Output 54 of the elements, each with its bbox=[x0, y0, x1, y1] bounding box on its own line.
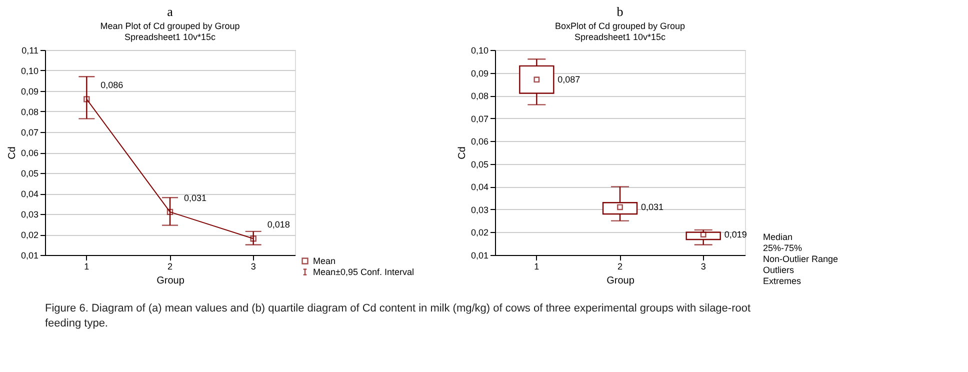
y-tick-label: 0,05 bbox=[20, 168, 38, 178]
y-tick-label: 0,01 bbox=[20, 250, 38, 260]
x-tick-label: 2 bbox=[617, 262, 623, 272]
y-tick-label: 0,06 bbox=[470, 136, 488, 147]
chart-title: a bbox=[167, 4, 174, 19]
chart-title: b bbox=[616, 4, 624, 19]
annotation: 0,031 bbox=[641, 202, 664, 212]
x-tick-label: 1 bbox=[84, 262, 90, 272]
x-tick-label: 2 bbox=[167, 262, 173, 272]
y-tick-label: 0,09 bbox=[470, 68, 488, 78]
chart-subtitle: BoxPlot of Cd grouped by Group bbox=[554, 21, 686, 31]
y-tick-label: 0,11 bbox=[22, 46, 38, 56]
y-tick-label: 0,03 bbox=[470, 204, 488, 215]
y-tick-label: 0,06 bbox=[20, 148, 38, 158]
legend-label: Mean bbox=[313, 256, 336, 266]
y-tick-label: 0,07 bbox=[470, 114, 488, 124]
text: Spreadsheet1 10v*15c bbox=[574, 32, 666, 42]
y-tick-label: 0,02 bbox=[20, 230, 38, 240]
y-tick-label: 0,05 bbox=[470, 159, 488, 170]
text: 25%-75% bbox=[763, 243, 802, 253]
caption: Figure 6. Diagram of (a) mean values and (b) quartile diagram of Cd content in milk (mg/kg) of cows of three experimental groups with silage-root feeding type. bbox=[45, 302, 751, 330]
text: Median bbox=[763, 232, 793, 242]
y-tick-label: 0,09 bbox=[20, 86, 38, 96]
y-tick-label: 0,04 bbox=[470, 182, 488, 192]
y-axis-title: Cd bbox=[456, 146, 468, 160]
x-tick-label: 1 bbox=[534, 262, 540, 272]
data-label: 0,086 bbox=[100, 80, 124, 90]
y-tick-label: 0,03 bbox=[20, 210, 38, 220]
annotation: 0,019 bbox=[724, 230, 747, 240]
x-axis-title: Group bbox=[156, 276, 185, 286]
y-tick-label: 0,08 bbox=[470, 91, 488, 102]
x-axis-title: Group bbox=[606, 276, 635, 286]
chart-subtitle: Mean Plot of Cd grouped by Group bbox=[100, 21, 240, 31]
y-tick-label: 0,08 bbox=[20, 107, 38, 117]
text: Non-Outlier Range bbox=[763, 254, 838, 264]
point bbox=[84, 96, 90, 102]
y-tick-label: 0,04 bbox=[20, 189, 38, 199]
y-tick-label: 0,01 bbox=[470, 250, 488, 260]
x-tick-label: 3 bbox=[250, 262, 256, 272]
point bbox=[250, 236, 256, 242]
text: Mean±0,95 Conf. Interval bbox=[313, 267, 414, 277]
text: Outliers bbox=[763, 265, 795, 275]
y-axis-title: Cd bbox=[6, 146, 18, 160]
y-tick-label: 0,10 bbox=[20, 66, 38, 76]
y-tick-label: 0,10 bbox=[470, 46, 488, 56]
y-tick-label: 0,07 bbox=[20, 128, 38, 138]
y-tick-label: 0,02 bbox=[470, 228, 488, 238]
annotation: 0,087 bbox=[558, 74, 580, 85]
text: Spreadsheet1 10v*15c bbox=[124, 32, 216, 42]
data-label: 0,031 bbox=[184, 192, 207, 203]
x-tick-label: 3 bbox=[700, 262, 706, 272]
point bbox=[166, 208, 174, 216]
text: Extremes bbox=[763, 276, 802, 286]
data-label: 0,018 bbox=[267, 220, 290, 230]
